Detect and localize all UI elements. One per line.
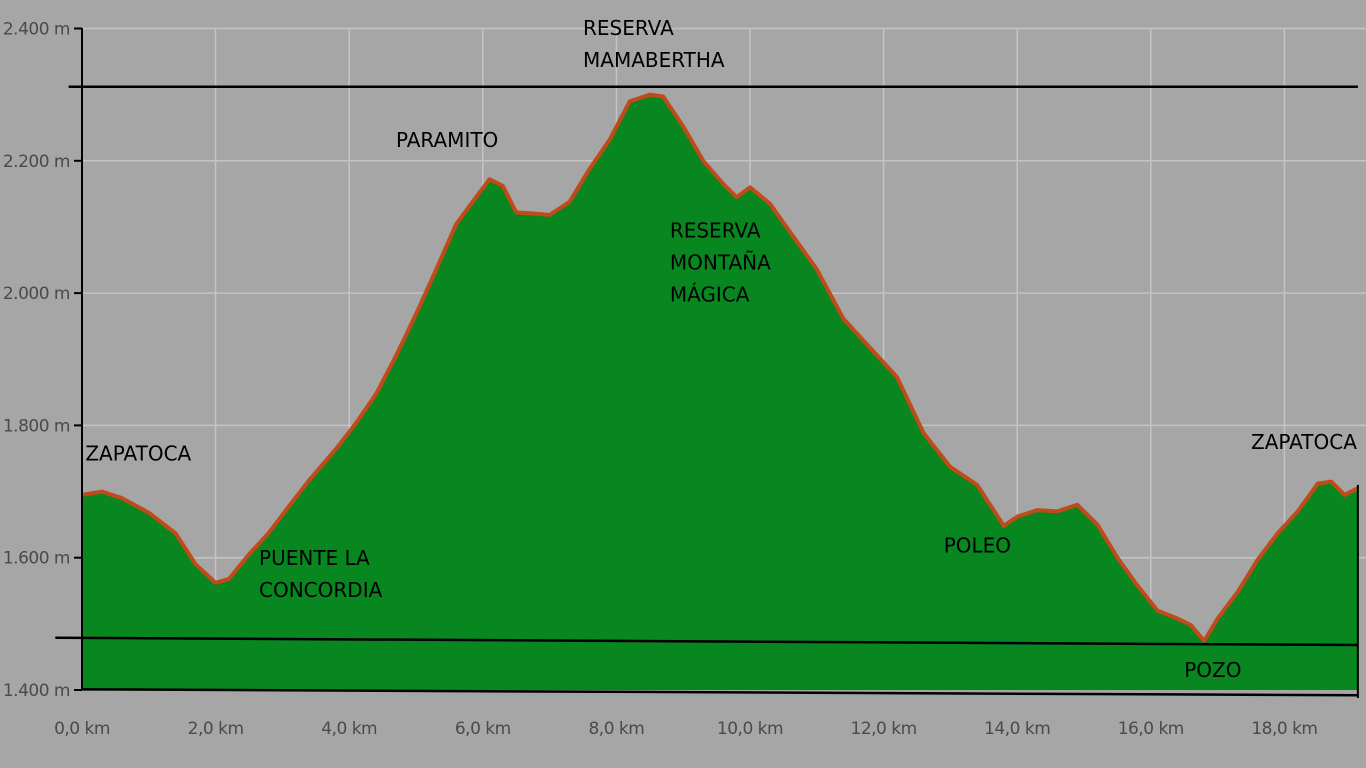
elevation-area [82, 94, 1358, 691]
y-tick-label-3: 2.000 m [3, 284, 70, 304]
place-label-5: POLEO [944, 533, 1011, 557]
place-label-2: PARAMITO [396, 128, 498, 152]
x-tick-label-9: 18,0 km [1251, 719, 1317, 739]
reference-lines [55, 85, 1358, 697]
x-tick-label-2: 4,0 km [321, 719, 377, 739]
y-tick-label-2: 1.800 m [3, 416, 70, 436]
place-label-3: RESERVA MAMABERTHA [583, 16, 725, 72]
x-tick-label-5: 10,0 km [717, 719, 783, 739]
x-tick-label-8: 16,0 km [1118, 719, 1184, 739]
elevation-line [81, 92, 1359, 643]
y-tick-label-0: 1.400 m [3, 681, 70, 701]
x-tick-label-1: 2,0 km [188, 719, 244, 739]
place-labels: ZAPATOCA PUENTE LA CONCORDIA PARAMITO RESERV… [85, 16, 1357, 682]
place-label-4: RESERVA MONTAÑA MÁGICA [670, 219, 771, 307]
y-tick-label-4: 2.200 m [3, 152, 70, 172]
y-tick-label-5: 2.400 m [3, 20, 70, 40]
tick-labels: 1.400 m 1.600 m 1.800 m 2.000 m 2.200 m 2.400… [3, 20, 1318, 740]
x-tick-label-4: 8,0 km [588, 719, 644, 739]
place-label-0: ZAPATOCA [85, 441, 191, 465]
x-tick-label-6: 12,0 km [851, 719, 917, 739]
x-tick-label-7: 14,0 km [984, 719, 1050, 739]
x-tick-label-0: 0,0 km [54, 719, 110, 739]
chart-axes [74, 27, 1359, 698]
y-tick-label-1: 1.600 m [3, 549, 70, 569]
place-label-6: POZO [1184, 658, 1241, 682]
place-label-7: ZAPATOCA [1251, 430, 1357, 454]
place-label-1: PUENTE LA CONCORDIA [259, 546, 383, 602]
x-tick-label-3: 6,0 km [455, 719, 511, 739]
reference-line-1 [55, 636, 1358, 647]
reference-line-2 [81, 688, 1358, 697]
